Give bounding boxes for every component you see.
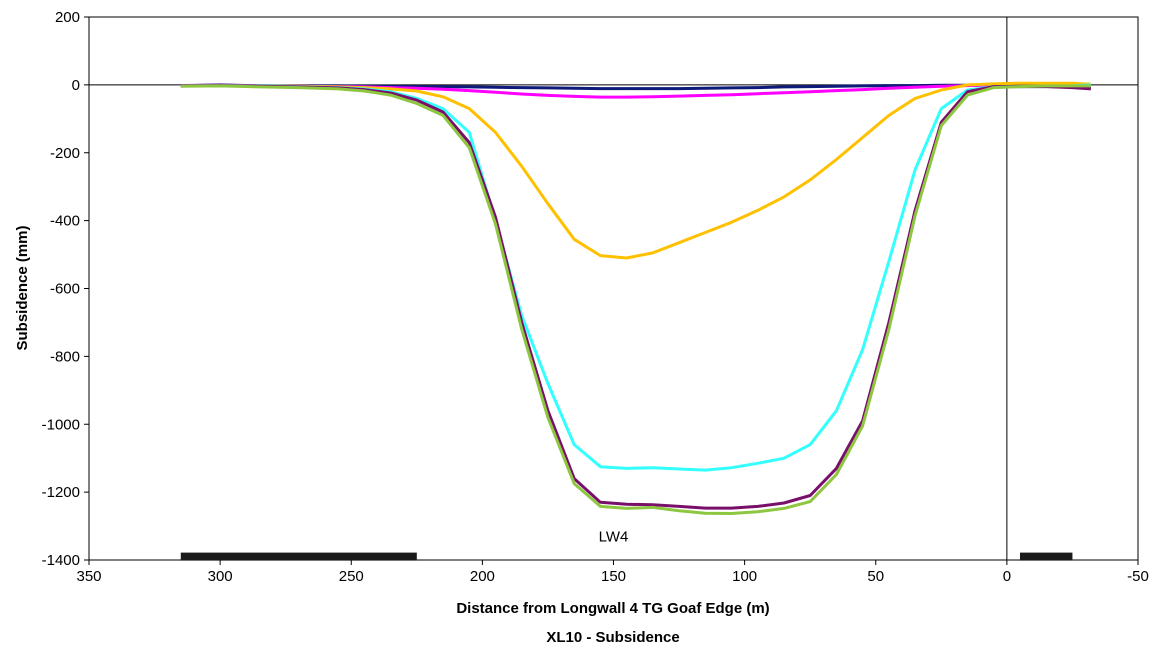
x-tick-label: 350 bbox=[76, 568, 101, 585]
y-axis-title: Subsidence (mm) bbox=[14, 225, 31, 350]
annotations: LW4 bbox=[599, 528, 629, 545]
x-tick-label: 300 bbox=[208, 568, 233, 585]
longwall-panel-bar-0 bbox=[180, 552, 417, 561]
plot-area bbox=[88, 16, 1139, 561]
x-tick-label: 100 bbox=[732, 568, 757, 585]
x-tick-label: 250 bbox=[339, 568, 364, 585]
series-line-5 bbox=[180, 84, 1091, 515]
x-tick-label: 50 bbox=[867, 568, 884, 585]
series-line-2 bbox=[180, 81, 1091, 260]
y-tick-label: -1200 bbox=[42, 484, 80, 501]
panel-label: LW4 bbox=[599, 528, 629, 545]
y-tick-label: 200 bbox=[55, 9, 80, 26]
y-tick-label: 0 bbox=[72, 77, 80, 94]
chart-caption: XL10 - Subsidence bbox=[546, 629, 679, 646]
series-line-4 bbox=[180, 84, 1091, 510]
x-tick-label: 200 bbox=[470, 568, 495, 585]
y-tick-label: -400 bbox=[50, 213, 80, 230]
longwall-panel-bar-1 bbox=[1019, 552, 1073, 561]
y-tick-label: -600 bbox=[50, 281, 80, 298]
y-tick-label: -200 bbox=[50, 145, 80, 162]
x-axis-ticks: 350 300 250 200 150 100 50 0 -50 bbox=[76, 560, 1149, 585]
x-axis-title: Distance from Longwall 4 TG Goaf Edge (m… bbox=[456, 600, 769, 617]
longwall-panels bbox=[180, 552, 1073, 561]
y-axis-ticks: 200 0 -200 -400 -600 -800 -1000 -1200 -1400 bbox=[42, 9, 89, 569]
x-tick-label: 150 bbox=[601, 568, 626, 585]
y-tick-label: -800 bbox=[50, 348, 80, 365]
y-tick-label: -1400 bbox=[42, 552, 80, 569]
y-tick-label: -1000 bbox=[42, 416, 80, 433]
x-tick-label: -50 bbox=[1127, 568, 1149, 585]
series-lines bbox=[180, 81, 1091, 515]
x-tick-label: 0 bbox=[1003, 568, 1011, 585]
